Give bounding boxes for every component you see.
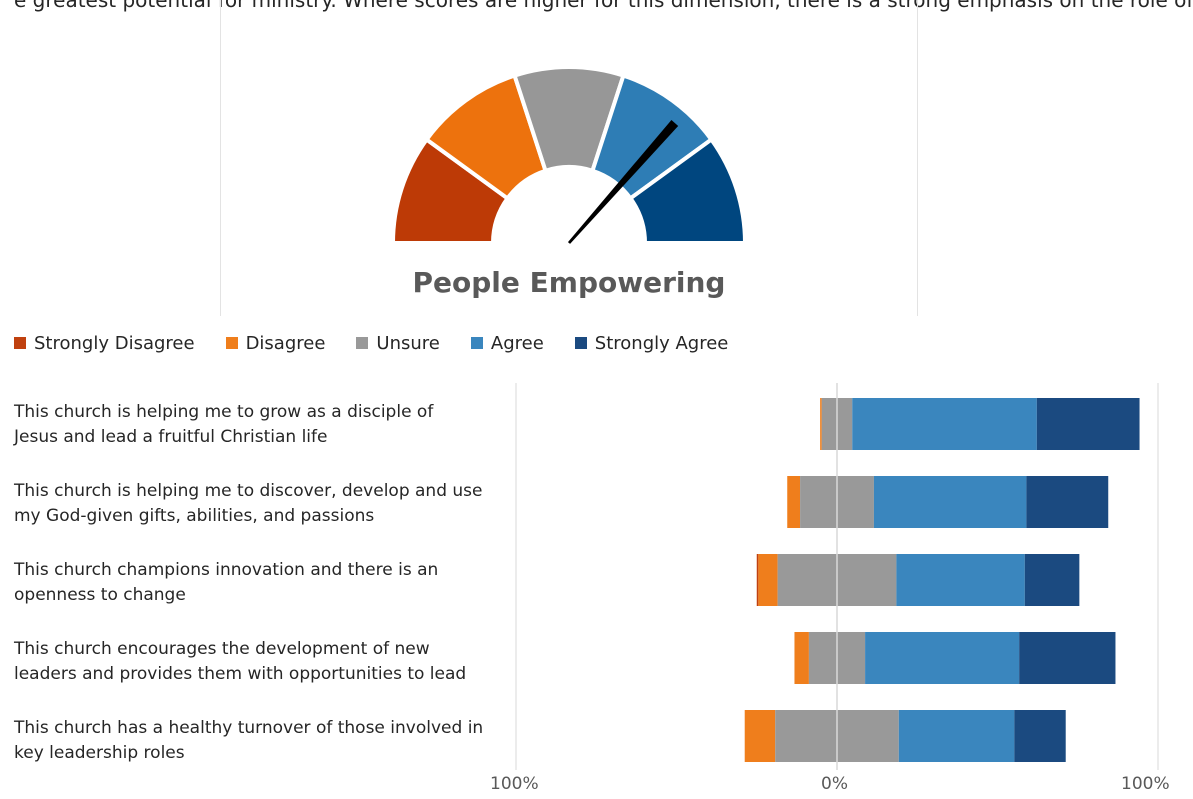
legend-swatch: [225, 337, 238, 349]
bar-segment-strongly-disagree: [756, 554, 759, 606]
x-tick-label-zero: 0%: [821, 774, 848, 794]
legend-swatch: [470, 337, 483, 349]
x-tick-label-right: 100%: [1121, 774, 1170, 794]
legend-item-unsure: Unsure: [356, 331, 440, 355]
bar-segment-disagree: [820, 398, 822, 450]
category-label: This church has a healthy turnover of th…: [14, 716, 504, 766]
category-label: This church encourages the development o…: [14, 637, 504, 687]
bar-segment-disagree: [744, 710, 776, 762]
legend-item-disagree: Disagree: [225, 331, 326, 355]
bar-segment-strongly-agree: [1026, 476, 1109, 528]
bar-segment-strongly-agree: [1014, 710, 1066, 762]
legend-label: Strongly Agree: [594, 332, 729, 354]
category-label-line: Jesus and lead a fruitful Christian life: [14, 427, 328, 447]
bar-segment-strongly-agree: [1036, 398, 1140, 450]
bar-segment-disagree: [758, 554, 778, 606]
category-label-line: This church champions innovation and the…: [14, 560, 439, 580]
bar-segment-agree: [896, 554, 1025, 606]
category-label-line: key leadership roles: [14, 743, 185, 763]
category-label-line: This church has a healthy turnover of th…: [14, 718, 484, 738]
category-label-line: openness to change: [14, 585, 186, 605]
category-label-line: my God-given gifts, abilities, and passi…: [14, 506, 375, 526]
gauge-segment-strongly-agree: [627, 136, 748, 245]
category-label-line: leaders and provides them with opportuni…: [14, 664, 467, 684]
legend-label: Strongly Disagree: [34, 332, 195, 354]
divider-right: [917, 0, 918, 316]
category-label: This church champions innovation and the…: [14, 558, 504, 608]
category-label: This church is helping me to discover, d…: [14, 479, 504, 529]
legend-swatch: [14, 337, 26, 349]
gauge-title: People Empowering: [412, 266, 726, 299]
category-label-line: This church encourages the development o…: [14, 639, 430, 659]
gauge-chart: [390, 65, 748, 245]
bar-segment-disagree: [794, 632, 809, 684]
legend-item-agree: Agree: [470, 331, 544, 355]
divider-left: [220, 0, 221, 316]
legend-swatch: [574, 337, 587, 349]
legend-label: Unsure: [376, 332, 440, 354]
legend-swatch: [356, 337, 369, 349]
chart-legend: Strongly Disagree Disagree Unsure Agree …: [14, 331, 759, 355]
bar-segment-agree: [852, 398, 1037, 450]
category-label-line: This church is helping me to grow as a d…: [14, 402, 434, 422]
bar-segment-strongly-agree: [1024, 554, 1080, 606]
bar-segment-strongly-agree: [1019, 632, 1116, 684]
legend-item-strongly-disagree: Strongly Disagree: [14, 331, 195, 355]
bar-segment-disagree: [787, 476, 801, 528]
gauge-needle: [567, 120, 679, 244]
legend-label: Agree: [490, 332, 544, 354]
bar-segment-agree: [865, 632, 1020, 684]
legend-label: Disagree: [245, 332, 326, 354]
bar-segment-agree: [898, 710, 1015, 762]
category-label: This church is helping me to grow as a d…: [14, 400, 504, 450]
x-tick-label-left: 100%: [490, 774, 539, 794]
bar-segment-agree: [873, 476, 1027, 528]
category-label-line: This church is helping me to discover, d…: [14, 481, 483, 501]
header-text-strip: e greatest potential for ministry. Where…: [14, 0, 1193, 12]
legend-item-strongly-agree: Strongly Agree: [574, 331, 729, 355]
